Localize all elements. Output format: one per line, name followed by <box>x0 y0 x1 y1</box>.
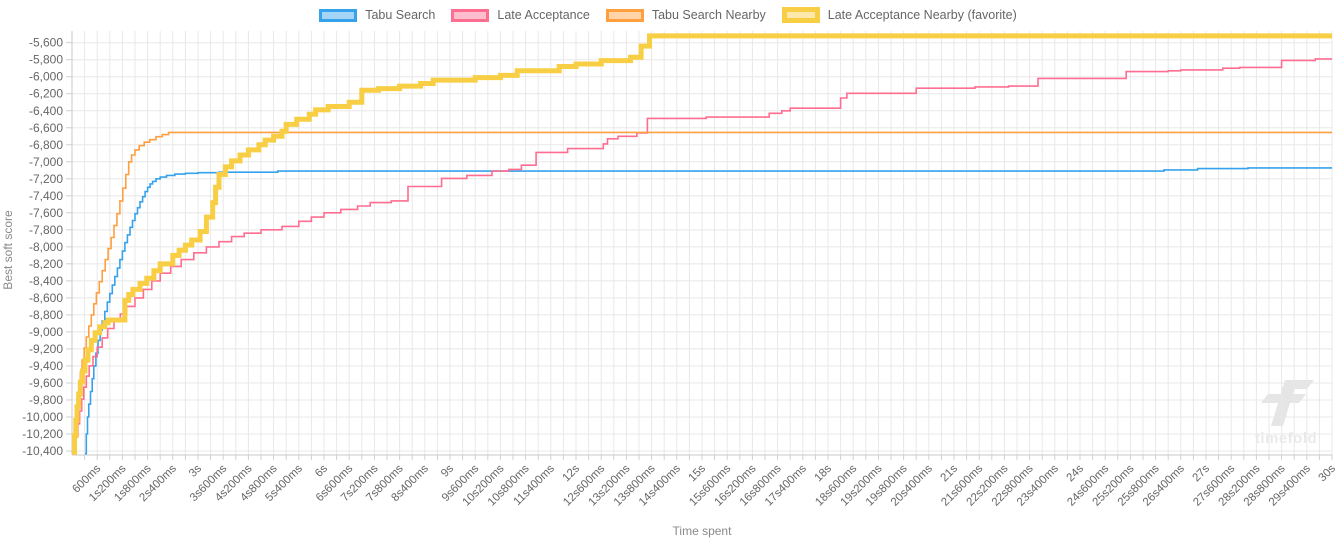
legend-swatch <box>451 8 490 22</box>
legend-label: Late Acceptance Nearby (favorite) <box>827 8 1017 22</box>
legend-swatch <box>605 8 644 22</box>
legend-label: Tabu Search Nearby <box>651 8 766 22</box>
series-line-late-acceptance-nearby-favorite <box>72 33 1332 455</box>
chart-legend: Tabu Search Late Acceptance Tabu Search Ne… <box>0 7 1336 23</box>
y-tick-label: -7,000 <box>29 155 63 169</box>
y-tick-label: -10,200 <box>22 427 63 441</box>
y-tick-label: -9,200 <box>29 342 63 356</box>
y-tick-label: -8,200 <box>29 257 63 271</box>
y-tick-label: -6,600 <box>29 121 63 135</box>
x-axis-title: Time spent <box>672 524 732 538</box>
y-tick-label: -5,800 <box>29 53 63 67</box>
series-line-tabu-search <box>85 167 1332 455</box>
y-tick-label: -6,400 <box>29 104 63 118</box>
y-tick-label: -9,400 <box>29 359 63 373</box>
legend-item-late-acceptance[interactable]: Late Acceptance <box>451 8 590 22</box>
legend-item-tabu-search[interactable]: Tabu Search <box>319 8 435 22</box>
x-tick-label: 6s <box>313 462 330 479</box>
y-tick-label: -9,000 <box>29 325 63 339</box>
x-tick-label: 27s <box>1191 462 1213 484</box>
legend-item-late-acceptance-nearby-favorite[interactable]: Late Acceptance Nearby (favorite) <box>781 7 1017 23</box>
x-tick-label: 21s <box>939 462 961 484</box>
y-tick-label: -9,800 <box>29 393 63 407</box>
y-tick-label: -7,600 <box>29 206 63 220</box>
y-tick-label: -6,000 <box>29 70 63 84</box>
y-tick-label: -8,800 <box>29 308 63 322</box>
y-tick-label: -7,200 <box>29 172 63 186</box>
y-tick-label: -8,600 <box>29 291 63 305</box>
timefold-logo-icon <box>1261 380 1314 426</box>
y-tick-label: -9,600 <box>29 376 63 390</box>
legend-label: Tabu Search <box>365 8 436 22</box>
y-tick-label: -6,200 <box>29 87 63 101</box>
y-tick-label: -7,800 <box>29 223 63 237</box>
x-tick-label: 9s <box>439 462 456 479</box>
legend-swatch <box>781 7 820 23</box>
legend-swatch <box>319 8 358 22</box>
x-tick-label: 30s <box>1317 462 1336 484</box>
x-tick-label: 15s <box>687 462 709 484</box>
series-line-late-acceptance <box>74 58 1332 455</box>
y-tick-label: -5,600 <box>29 36 63 50</box>
legend-item-tabu-search-nearby[interactable]: Tabu Search Nearby <box>605 8 766 22</box>
y-tick-label: -10,000 <box>22 410 63 424</box>
legend-label: Late Acceptance <box>497 8 590 22</box>
y-tick-label: -8,000 <box>29 240 63 254</box>
x-tick-label: 24s <box>1065 462 1087 484</box>
y-tick-label: -8,400 <box>29 274 63 288</box>
x-tick-label: 3s <box>187 462 204 479</box>
y-tick-label: -10,400 <box>22 444 63 458</box>
y-tick-label: -6,800 <box>29 138 63 152</box>
x-tick-label: 12s <box>561 462 583 484</box>
x-tick-label: 18s <box>813 462 835 484</box>
y-tick-label: -7,400 <box>29 189 63 203</box>
